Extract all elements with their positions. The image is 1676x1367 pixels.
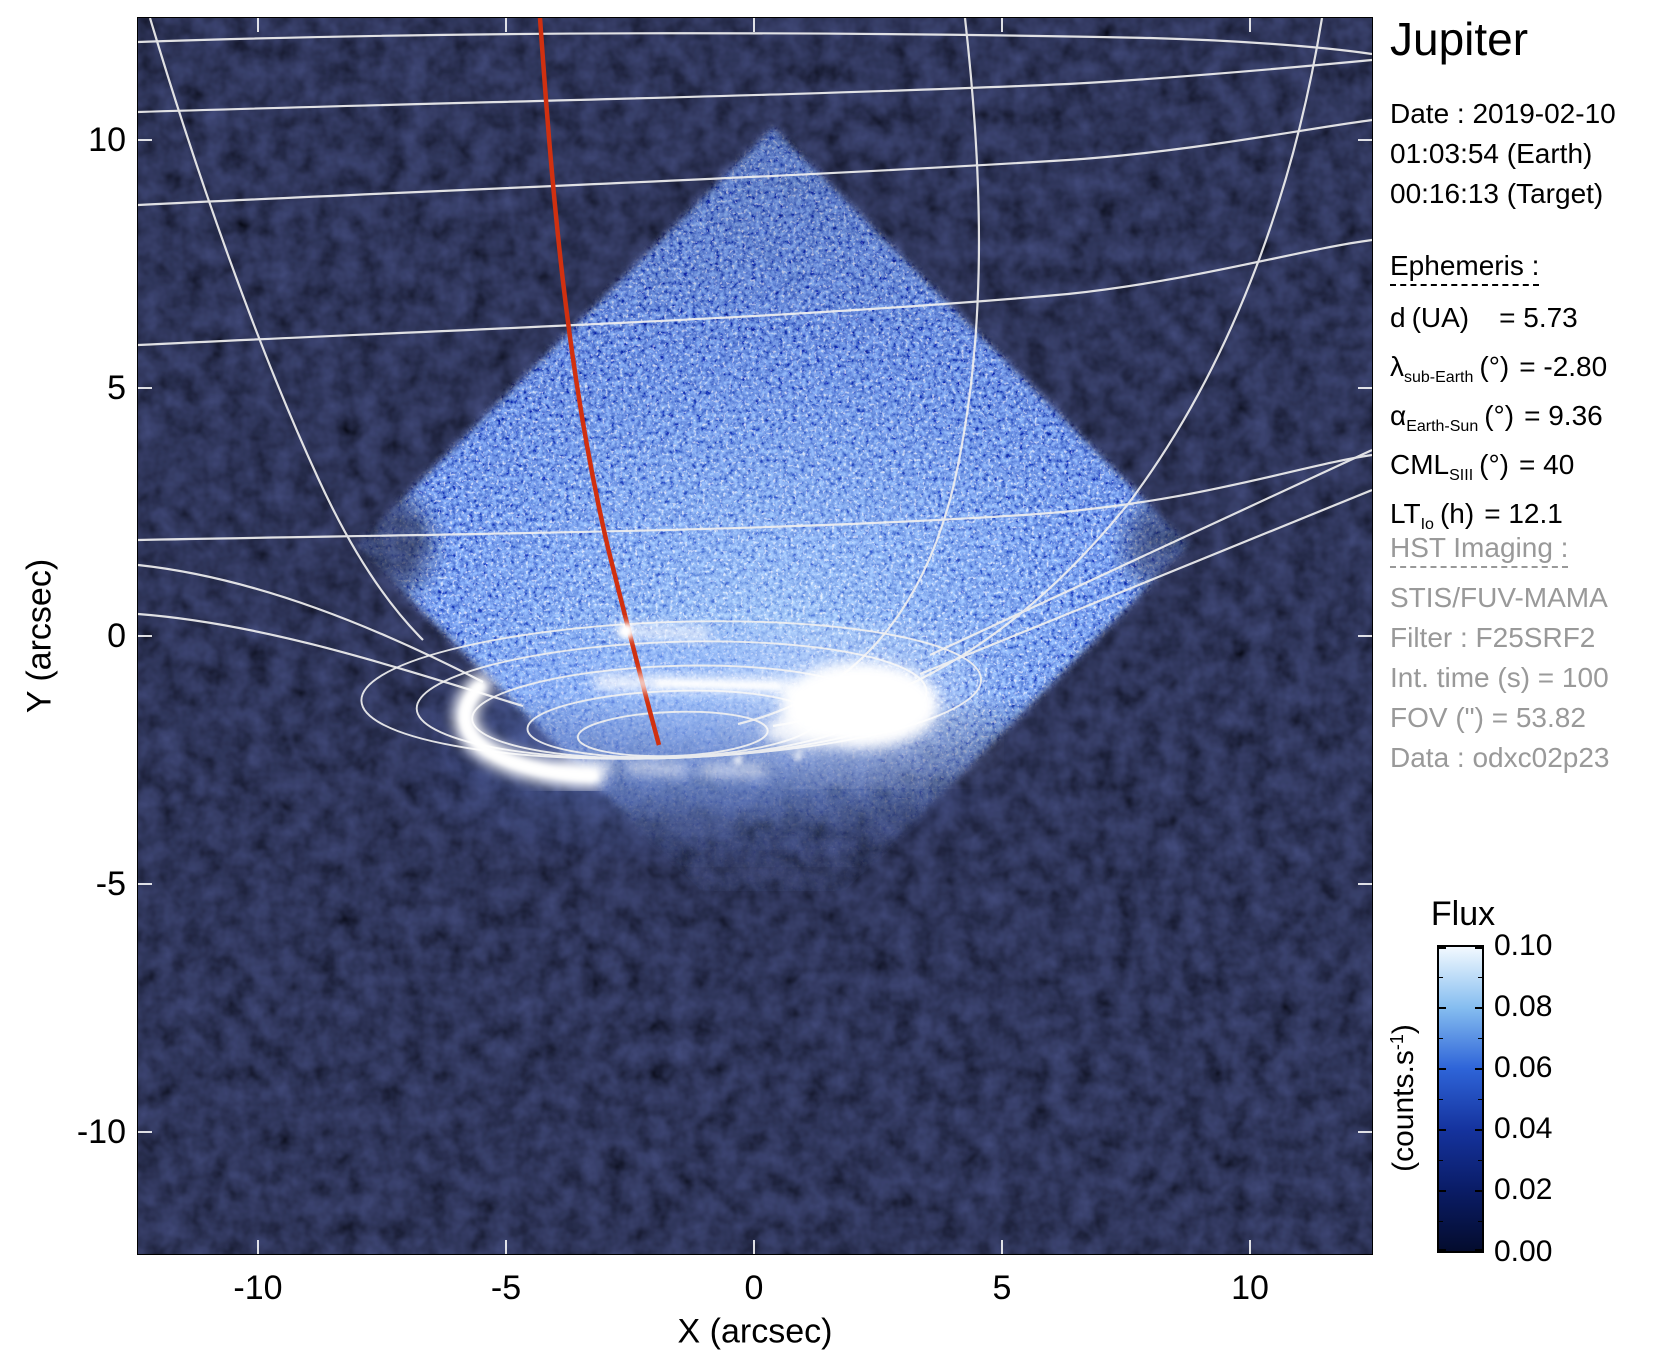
ephemeris-heading: Ephemeris : (1390, 250, 1540, 286)
aurora-image-canvas (137, 17, 1373, 1254)
graticule-lines (137, 17, 1373, 728)
ephemeris-row-distance: d (UA) = 5.73 (1390, 302, 1578, 333)
y-tick-0: 0 (107, 617, 126, 655)
y-tick-10: 10 (88, 121, 126, 159)
hst-data-id: Data : odxc02p23 (1390, 742, 1610, 773)
hst-imaging-details: STIS/FUV-MAMA Filter : F25SRF2 Int. time… (1390, 578, 1610, 778)
hst-int-time: Int. time (s) = 100 (1390, 662, 1609, 693)
y-tick-m5: -5 (95, 865, 126, 903)
hst-instrument: STIS/FUV-MAMA (1390, 582, 1608, 613)
x-tick-5: 5 (992, 1269, 1012, 1307)
colorbar-label-000: 0.00 (1494, 1235, 1553, 1268)
colorbar-label-006: 0.06 (1494, 1051, 1553, 1084)
colorbar (1437, 945, 1484, 1253)
x-tick-m10: -10 (233, 1269, 283, 1307)
colorbar-label-002: 0.02 (1494, 1173, 1553, 1206)
page-title: Jupiter (1390, 13, 1529, 65)
ephemeris-row-phase-angle: αEarth-Sun (°) = 9.36 (1390, 400, 1603, 435)
observation-datetime: Date : 2019-02-10 01:03:54 (Earth) 00:16… (1390, 94, 1616, 214)
hst-imaging-heading: HST Imaging : (1390, 532, 1569, 568)
y-tick-m10: -10 (76, 1113, 126, 1151)
ephemeris-row-sub-earth-latitude: λsub-Earth (°) = -2.80 (1390, 351, 1608, 386)
colorbar-label-004: 0.04 (1494, 1112, 1553, 1145)
hst-filter: Filter : F25SRF2 (1390, 622, 1596, 653)
x-tick-10: 10 (1231, 1269, 1269, 1307)
x-tick-0: 0 (744, 1269, 764, 1307)
colorbar-unit-label: (counts.s-1) (1387, 1024, 1420, 1172)
date-line: Date : 2019-02-10 (1390, 98, 1616, 129)
target-time: 00:16:13 (Target) (1390, 178, 1604, 209)
colorbar-label-010: 0.10 (1494, 929, 1553, 962)
image-plot-area (137, 17, 1373, 1255)
ephemeris-table: d (UA) = 5.73 λsub-Earth (°) = -2.80 αEarth-… (1390, 296, 1607, 541)
ephemeris-row-io-local-time: LTIo (h) = 12.1 (1390, 498, 1563, 533)
y-tick-5: 5 (107, 369, 126, 407)
aurora-bright-features (453, 624, 980, 788)
red-meridian-line (537, 17, 662, 746)
colorbar-label-008: 0.08 (1494, 990, 1553, 1023)
hst-fov: FOV (") = 53.82 (1390, 702, 1586, 733)
y-axis-label: Y (arcsec) (20, 558, 59, 714)
colorbar-title: Flux (1430, 895, 1496, 933)
earth-time: 01:03:54 (Earth) (1390, 138, 1593, 169)
axis-ticks (138, 18, 1372, 1254)
ephemeris-row-cml: CMLSIII (°) = 40 (1390, 449, 1575, 484)
x-axis-label: X (arcsec) (677, 1312, 833, 1351)
x-tick-m5: -5 (490, 1269, 522, 1307)
polar-graticule-ellipses (360, 620, 983, 760)
